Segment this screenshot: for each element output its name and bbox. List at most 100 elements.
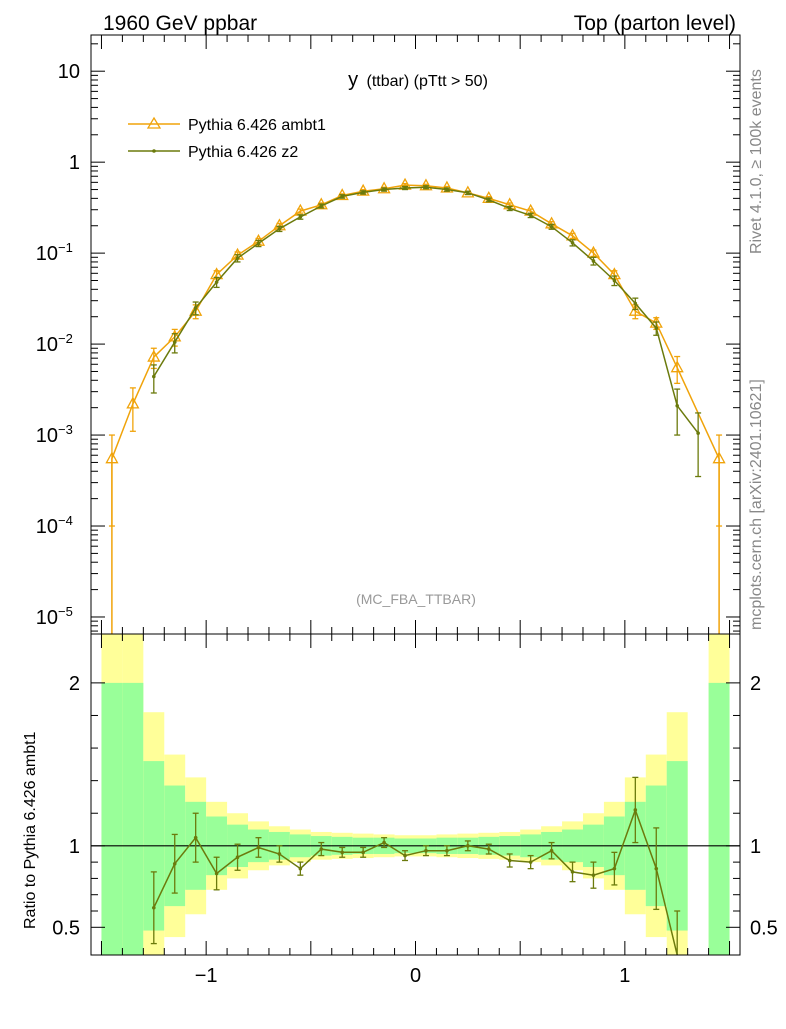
ratio-data-point-z2 xyxy=(298,866,303,871)
legend-label-z2: Pythia 6.426 z2 xyxy=(188,144,298,161)
ratio-data-point-z2 xyxy=(654,866,659,871)
series-line-z2 xyxy=(153,186,699,434)
data-point-z2 xyxy=(256,241,261,246)
ratio-ytick-label-right: 2 xyxy=(750,673,761,695)
data-point-z2 xyxy=(633,301,638,306)
header-right: Top (parton level) xyxy=(574,12,736,35)
ratio-ytick-label: 0.5 xyxy=(52,917,80,939)
data-point-ambt1 xyxy=(356,183,370,196)
ratio-ylabel: Ratio to Pythia 6.426 ambt1 xyxy=(22,731,39,929)
ratio-xtick-label: 1 xyxy=(619,965,630,987)
main-ytick-label: 10 xyxy=(36,607,58,629)
ratio-plot-panel: 2 2 1 1 0.5 0.5 −1 0 1 Ratio to Pythia 6.426 amb… xyxy=(22,633,778,987)
ratio-data-point-z2 xyxy=(633,808,638,812)
ratio-data-point-z2 xyxy=(235,855,240,860)
data-point-z2 xyxy=(340,194,345,199)
data-point-ambt1 xyxy=(440,180,454,193)
series-line-ambt1 xyxy=(111,184,720,634)
ratio-series-line-z2 xyxy=(153,807,678,956)
data-point-z2 xyxy=(319,204,324,208)
data-point-z2 xyxy=(549,224,554,229)
data-point-z2 xyxy=(152,374,156,379)
ratio-data-point-z2 xyxy=(591,873,596,877)
data-point-z2 xyxy=(486,198,491,202)
data-point-z2 xyxy=(570,240,575,245)
ratio-data-point-z2 xyxy=(319,847,324,851)
ratio-data-point-z2 xyxy=(507,858,512,863)
watermark: (MC_FBA_TTBAR) xyxy=(356,591,476,607)
data-point-z2 xyxy=(361,190,365,195)
data-point-ambt1 xyxy=(147,349,161,362)
data-point-ambt1 xyxy=(628,303,642,316)
ratio-data-point-z2 xyxy=(466,844,470,848)
plot-title: y (ttbar) (pTtt > 50) xyxy=(348,69,488,91)
legend-entry-ambt1: Pythia 6.426 ambt1 xyxy=(128,116,326,134)
ratio-data-point-z2 xyxy=(486,847,491,851)
ratio-data-point-z2 xyxy=(172,861,177,866)
data-point-z2 xyxy=(466,191,470,195)
ratio-data-point-z2 xyxy=(277,852,282,856)
ratio-ytick-label: 2 xyxy=(69,673,80,695)
data-point-z2 xyxy=(507,206,512,211)
rivet-label: Rivet 4.1.0, ≥ 100k events xyxy=(748,69,765,254)
ratio-xtick-label: 0 xyxy=(410,965,421,987)
data-point-z2 xyxy=(445,187,449,192)
data-point-z2 xyxy=(424,185,428,190)
ratio-data-point-z2 xyxy=(424,848,428,853)
main-ytick-exponent: −1 xyxy=(58,240,73,255)
data-point-ambt1 xyxy=(712,451,726,464)
data-point-z2 xyxy=(214,280,219,284)
ratio-data-point-z2 xyxy=(214,871,219,876)
data-point-z2 xyxy=(193,306,198,310)
main-ytick-label: 10 xyxy=(36,516,58,538)
ratio-data-point-z2 xyxy=(570,870,575,874)
ratio-data-point-z2 xyxy=(403,853,407,858)
ratio-data-point-z2 xyxy=(549,848,554,853)
data-point-z2 xyxy=(172,340,177,344)
ratio-data-point-z2 xyxy=(340,850,345,855)
data-point-z2 xyxy=(591,259,596,263)
ratio-data-point-z2 xyxy=(612,866,617,871)
data-point-ambt1 xyxy=(670,360,684,373)
data-point-z2 xyxy=(654,326,659,330)
legend-entry-z2: Pythia 6.426 z2 xyxy=(128,144,298,161)
data-point-ambt1 xyxy=(419,178,433,191)
data-point-z2 xyxy=(235,256,240,260)
ratio-data-point-z2 xyxy=(193,835,198,840)
main-ytick-exponent: −2 xyxy=(58,331,73,346)
main-ytick-exponent: −4 xyxy=(58,513,73,528)
uncertainty-band-inner xyxy=(101,682,123,955)
data-point-z2 xyxy=(696,431,700,435)
ratio-ytick-label-right: 0.5 xyxy=(750,917,778,939)
data-point-z2 xyxy=(403,186,407,190)
mcplots-label: mcplots.cern.ch [arXiv:2401.10621] xyxy=(748,379,765,630)
uncertainty-band-inner xyxy=(122,682,144,955)
data-point-z2 xyxy=(528,213,533,218)
data-point-z2 xyxy=(382,187,386,192)
header-left: 1960 GeV ppbar xyxy=(103,12,257,35)
ratio-data-point-z2 xyxy=(445,848,449,853)
legend-label-ambt1: Pythia 6.426 ambt1 xyxy=(188,117,326,134)
main-ytick-label: 10 xyxy=(36,334,58,356)
ratio-data-point-z2 xyxy=(256,845,261,850)
ratio-ytick-label: 1 xyxy=(69,836,80,858)
legend: Pythia 6.426 ambt1 Pythia 6.426 z2 xyxy=(128,116,326,161)
main-ytick-label: 1 xyxy=(69,152,80,174)
main-ytick-label: 10 xyxy=(36,243,58,265)
data-point-z2 xyxy=(675,403,679,408)
plot-title-main: y xyxy=(348,69,358,91)
ratio-data-point-z2 xyxy=(382,840,386,845)
main-ytick-exponent: −5 xyxy=(58,604,73,619)
data-point-z2 xyxy=(612,278,617,283)
ratio-data-point-z2 xyxy=(361,850,365,855)
main-ytick-label: 10 xyxy=(58,61,80,83)
data-point-ambt1 xyxy=(105,451,119,464)
plot-title-sub: (ttbar) (pTtt > 50) xyxy=(367,73,488,90)
main-ytick-exponent: −3 xyxy=(58,422,73,437)
legend-marker-z2 xyxy=(152,149,156,153)
ratio-xtick-label: −1 xyxy=(195,965,218,987)
ratio-data-point-z2 xyxy=(152,905,156,910)
legend-marker-ambt1 xyxy=(146,116,162,129)
data-point-ambt1 xyxy=(126,396,140,409)
